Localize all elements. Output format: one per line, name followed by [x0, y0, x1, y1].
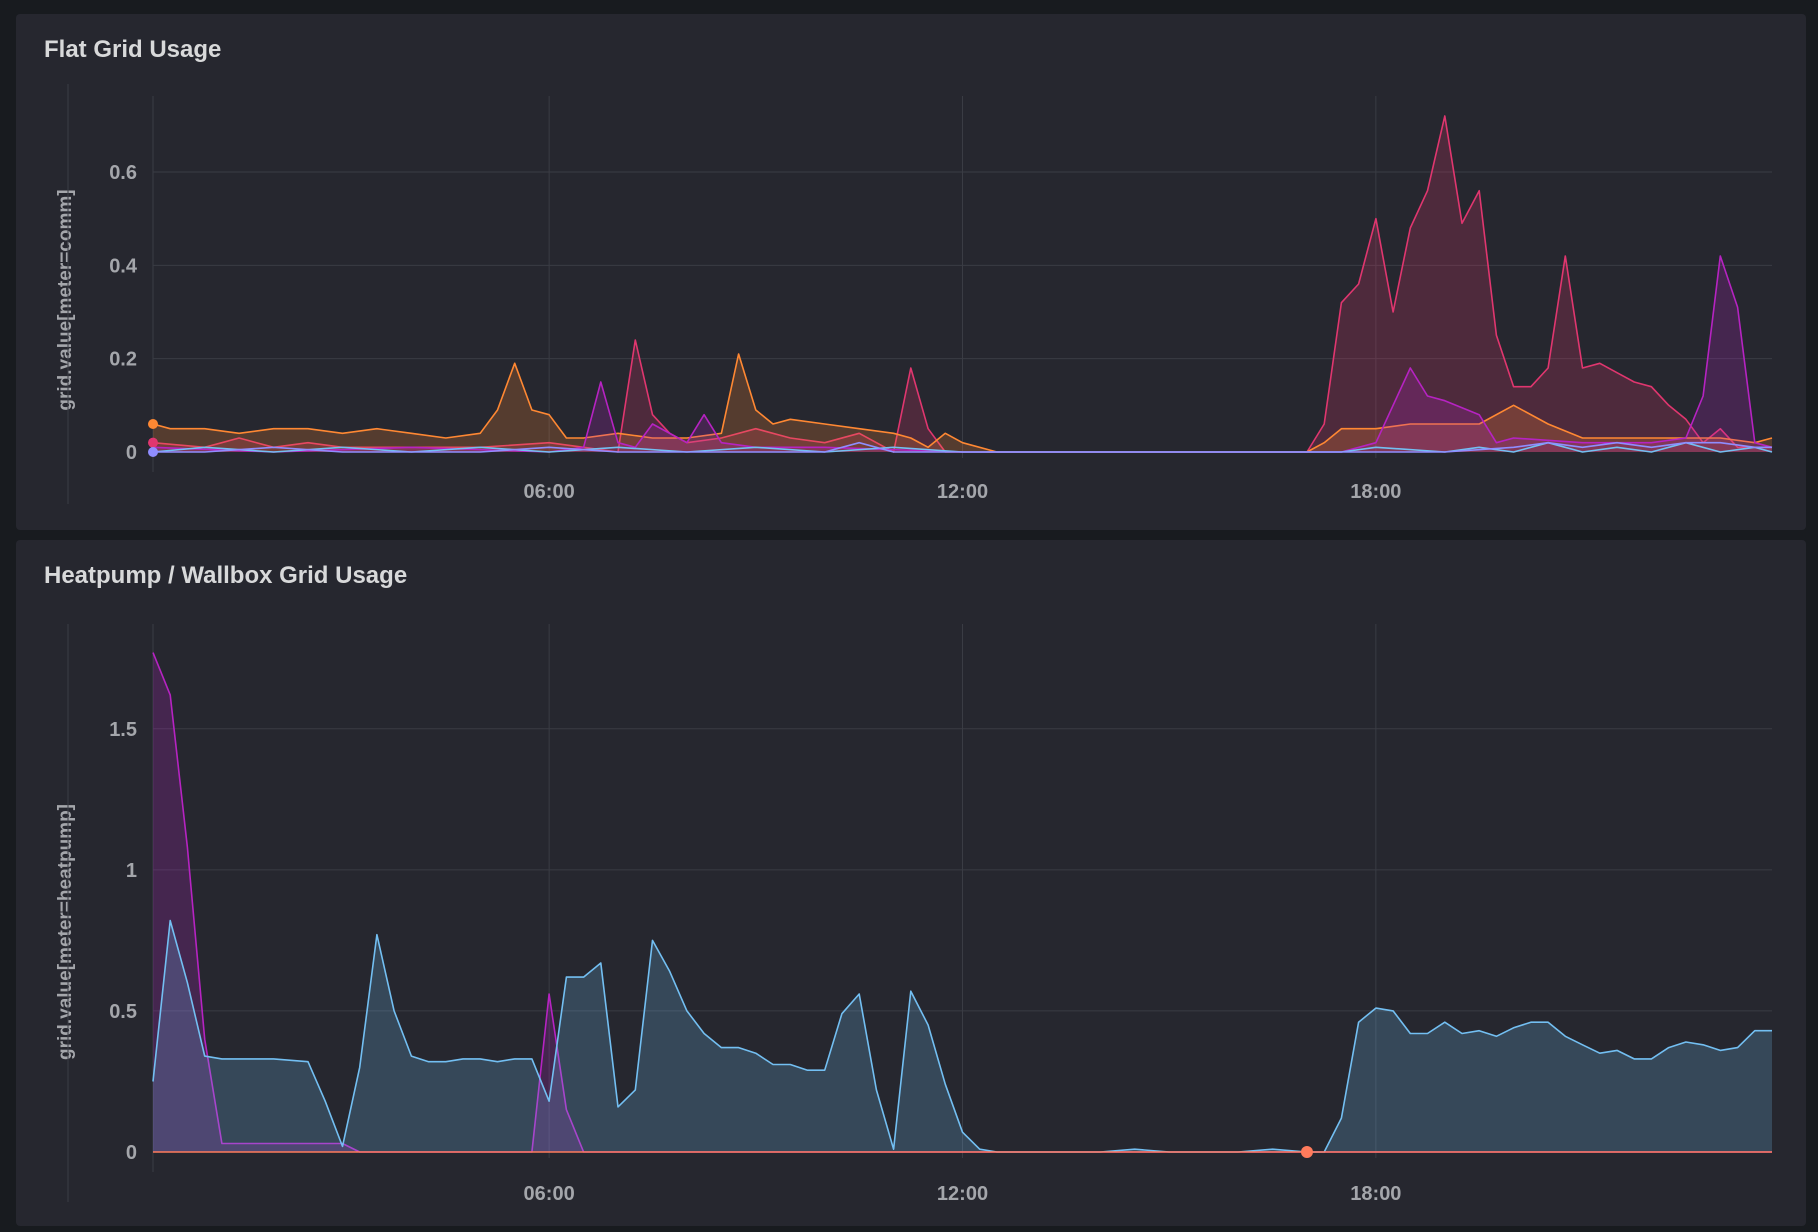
svg-text:0.6: 0.6: [109, 162, 137, 184]
svg-text:18:00: 18:00: [1350, 481, 1401, 503]
panel-title: Heatpump / Wallbox Grid Usage: [44, 562, 408, 589]
y-tick-label: 1: [126, 860, 137, 882]
flat-grid-usage-chart: 0 0.2 0.4 0.6 06:00 12:00 18:00: [67, 84, 1773, 504]
svg-text:0.2: 0.2: [109, 349, 137, 371]
svg-text:06:00: 06:00: [524, 1183, 575, 1205]
svg-text:12:00: 12:00: [937, 481, 988, 503]
x-tick-label: 18:00: [1350, 481, 1401, 503]
svg-text:18:00: 18:00: [1350, 1183, 1401, 1205]
x-tick-label: 12:00: [937, 1183, 988, 1205]
series-area-0: [153, 116, 1772, 452]
series-line-1: [152, 919, 1772, 1153]
series-area-1: [153, 920, 1772, 1152]
x-tick-label: 06:00: [524, 481, 575, 503]
flat-grid-usage-panel: Flat Grid Usage grid.value[meter=comm] 0…: [16, 14, 1806, 530]
y-tick-label: 0: [126, 1142, 137, 1164]
series-marker-2: [148, 447, 158, 457]
y-tick-label: 0.5: [109, 1001, 137, 1023]
svg-text:0.5: 0.5: [109, 1001, 137, 1023]
x-tick-label: 06:00: [524, 1183, 575, 1205]
y-tick-label: 0.2: [109, 349, 137, 371]
series-marker-wallbox: [1300, 1146, 1313, 1158]
series-line-1: [152, 353, 1773, 453]
series-marker-1: [148, 437, 158, 448]
x-tick-label: 18:00: [1350, 1183, 1401, 1205]
svg-text:0: 0: [126, 1142, 137, 1164]
svg-text:12:00: 12:00: [937, 1183, 988, 1205]
series-marker-0: [148, 419, 158, 429]
x-tick-label: 12:00: [937, 481, 988, 503]
y-tick-label: 0.6: [109, 162, 137, 184]
svg-text:1: 1: [126, 860, 137, 882]
svg-text:0.4: 0.4: [109, 255, 138, 277]
series-line-4: [153, 441, 1772, 453]
heatpump-wallbox-grid-usage-chart: 0 0.5 1 1.5 06:00 12:00 18:00: [67, 624, 1772, 1205]
svg-text:06:00: 06:00: [524, 481, 575, 503]
heatpump-wallbox-grid-usage-panel: Heatpump / Wallbox Grid Usage grid.value…: [16, 540, 1806, 1226]
panel-title: Flat Grid Usage: [44, 36, 222, 63]
svg-text:1.5: 1.5: [109, 719, 137, 741]
y-tick-label: 0: [126, 442, 137, 464]
svg-text:0: 0: [126, 442, 137, 464]
y-tick-label: 1.5: [109, 719, 137, 741]
y-tick-label: 0.4: [109, 255, 138, 277]
